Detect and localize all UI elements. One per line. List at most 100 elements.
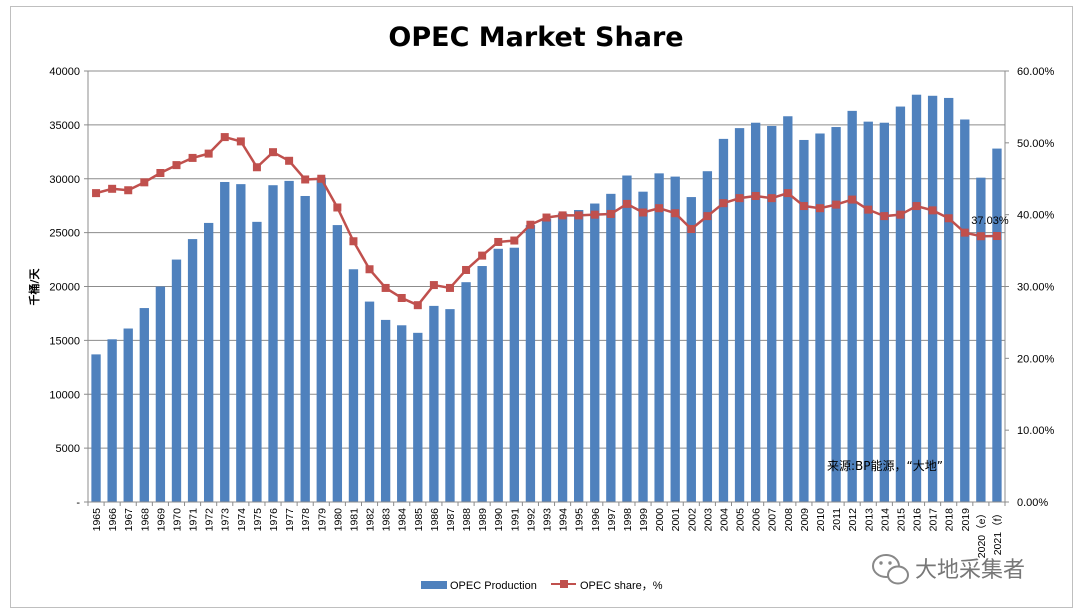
bar <box>107 339 117 502</box>
bar <box>847 110 857 503</box>
watermark: 大地采集者 <box>872 554 1025 585</box>
bar <box>622 175 632 502</box>
share-marker <box>783 189 792 198</box>
share-marker <box>333 203 342 212</box>
x-tick-label: 1998 <box>622 508 634 532</box>
bar <box>686 197 696 502</box>
x-tick-label: 1979 <box>316 508 328 532</box>
watermark-text: 大地采集者 <box>915 558 1025 583</box>
bar-series <box>91 94 1002 503</box>
bar <box>638 191 648 502</box>
x-tick-label: 1999 <box>638 508 650 532</box>
data-labels: 37.03% <box>971 215 1009 227</box>
x-tick-label: 1993 <box>542 508 554 532</box>
bar <box>509 247 519 502</box>
x-tick-label: 1988 <box>461 508 473 532</box>
bar <box>300 195 310 503</box>
bar <box>557 213 568 503</box>
share-marker <box>960 228 969 237</box>
share-marker <box>799 202 808 211</box>
share-marker <box>558 211 567 220</box>
bar <box>461 282 471 502</box>
x-tick-label: 2004 <box>718 508 730 532</box>
bar <box>750 122 761 502</box>
x-tick-label: 1997 <box>606 508 618 532</box>
bar <box>927 95 938 502</box>
x-tick-label: 2009 <box>799 508 811 532</box>
share-marker <box>317 174 326 183</box>
y2-tick-label: 30.00% <box>1017 282 1055 294</box>
bar <box>316 177 326 503</box>
bar <box>976 177 986 503</box>
bar <box>364 301 375 502</box>
bar <box>606 193 616 502</box>
bar <box>831 127 841 502</box>
y-tick-label: 10000 <box>49 389 80 401</box>
bar <box>139 308 149 502</box>
bar <box>767 125 777 502</box>
bar <box>541 218 552 502</box>
share-marker <box>992 232 1001 241</box>
x-tick-label: 1970 <box>171 508 183 532</box>
x-tick-label: 1968 <box>139 508 151 532</box>
bar <box>252 221 262 502</box>
bar <box>815 133 825 502</box>
share-marker <box>944 214 953 223</box>
x-tick-label: 1994 <box>558 508 570 532</box>
x-tick-label: 2005 <box>735 508 747 532</box>
x-tick-label: 1989 <box>477 508 489 532</box>
share-marker <box>815 204 824 213</box>
y-tick-label: 30000 <box>49 174 80 186</box>
share-marker <box>719 199 728 208</box>
bar <box>783 116 793 502</box>
x-tick-label: 1971 <box>188 508 200 532</box>
share-marker <box>124 186 133 195</box>
share-marker <box>687 225 696 234</box>
y-tick-label: 15000 <box>49 335 80 347</box>
bar <box>590 203 600 502</box>
share-marker <box>108 184 117 193</box>
bar <box>944 97 954 502</box>
y-axis-label: 千桶/天 <box>27 267 41 305</box>
x-tick-label: 1983 <box>381 508 393 532</box>
share-marker <box>172 161 181 170</box>
share-marker <box>429 281 438 290</box>
share-marker <box>912 202 921 211</box>
x-tick-label: 1991 <box>509 508 521 532</box>
share-marker <box>220 133 229 142</box>
share-marker <box>703 212 712 221</box>
x-tick-label: 2001 <box>670 508 682 532</box>
x-tick-label: 1992 <box>525 508 537 532</box>
x-tick-label: 1986 <box>429 508 441 532</box>
share-marker <box>365 265 374 274</box>
bar <box>734 128 745 503</box>
x-tick-label: 2018 <box>944 508 956 532</box>
x-axis-ticks: 1965 1966 1967 1968 1969 1970 1971 1972 1973 1974… <box>87 502 1006 558</box>
legend-label-production: OPEC Production <box>450 580 537 592</box>
share-marker <box>462 265 471 274</box>
share-marker <box>236 137 245 146</box>
share-marker <box>92 189 101 198</box>
share-marker <box>622 199 631 208</box>
share-marker <box>301 175 310 184</box>
share-marker <box>655 204 664 213</box>
x-tick-label: 2008 <box>783 508 795 532</box>
share-marker <box>671 209 680 218</box>
x-tick-label: 1965 <box>91 508 103 532</box>
x-tick-label: 2007 <box>767 508 779 532</box>
y-tick-label: 25000 <box>49 228 80 240</box>
bar <box>879 122 890 502</box>
legend-label-share: OPEC share，% <box>580 580 663 592</box>
x-tick-label: 2003 <box>702 508 714 532</box>
bar <box>284 180 294 502</box>
legend-swatch-production <box>421 581 447 589</box>
bar <box>91 354 101 502</box>
y-tick-label: - <box>76 497 80 509</box>
x-tick-label: 2020（e） <box>976 508 988 558</box>
share-marker <box>397 293 406 302</box>
chart-title: OPEC Market Share <box>388 22 683 53</box>
bar <box>348 269 359 502</box>
x-tick-label: 2012 <box>847 508 859 532</box>
right-axis-ticks: 0.00% 10.00% 20.00% 30.00% 40.00% 50.00% 60.00… <box>1005 66 1055 509</box>
